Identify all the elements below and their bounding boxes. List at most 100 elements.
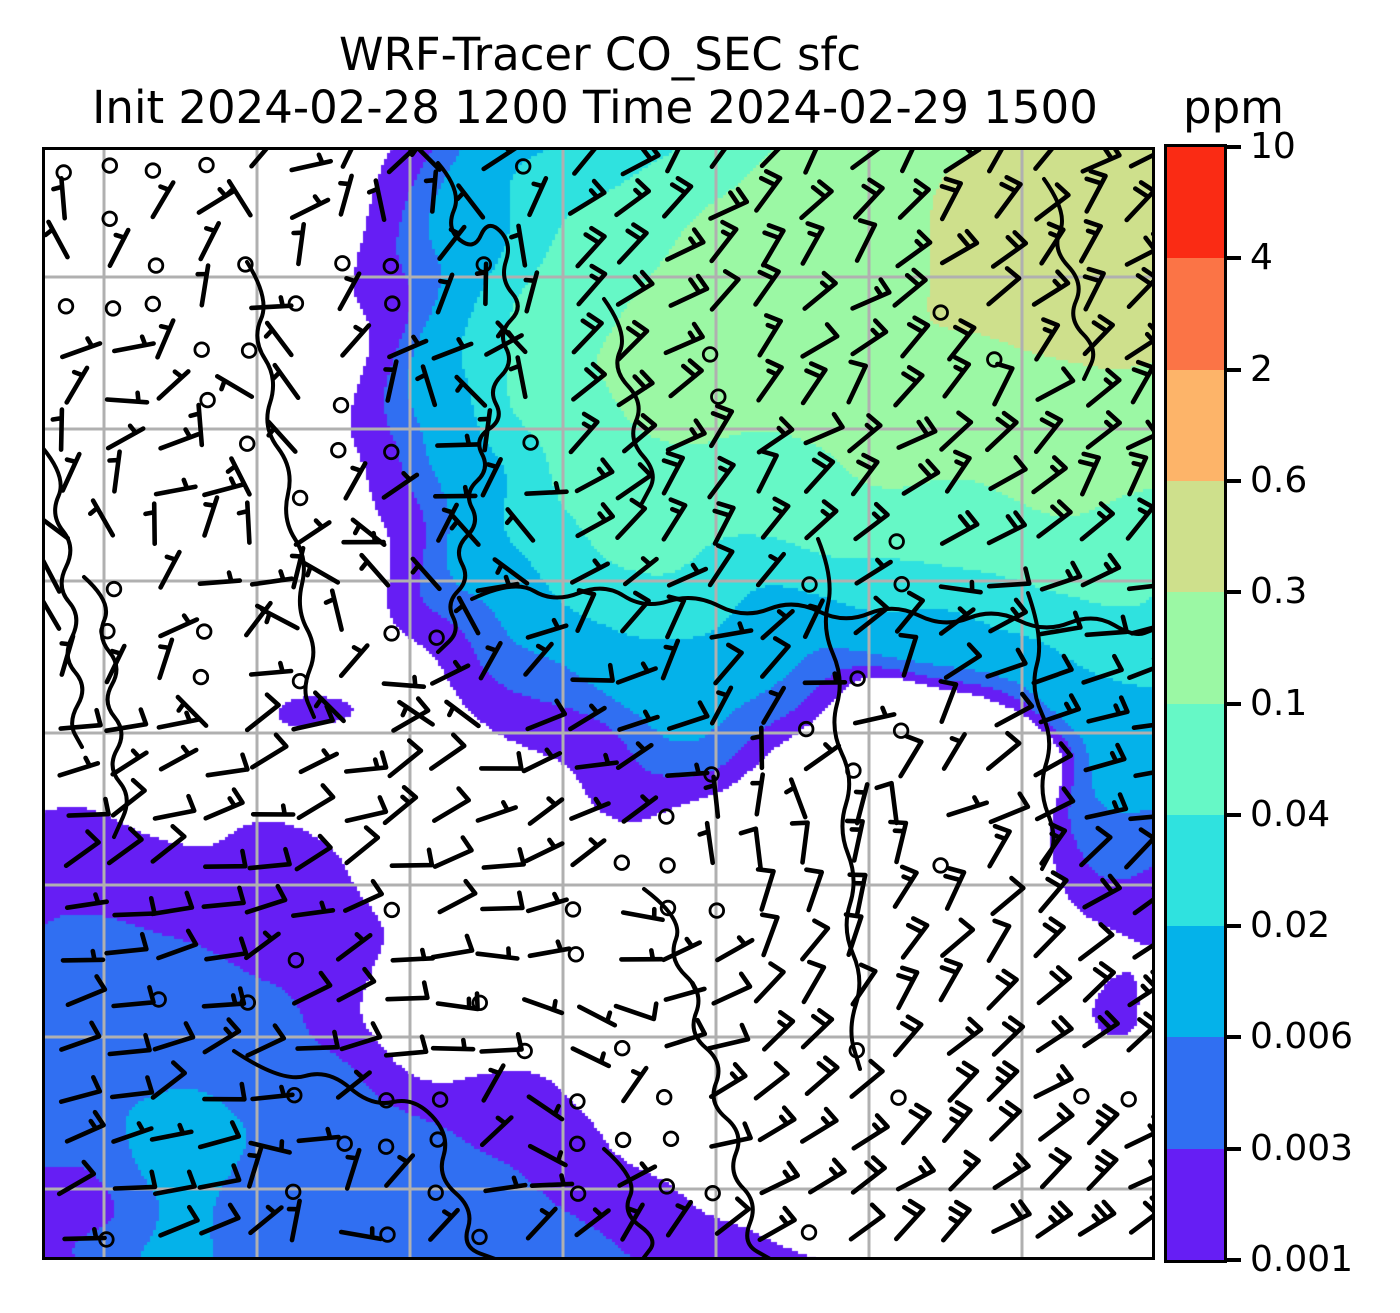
wind-barb (753, 262, 781, 307)
wind-barb (898, 734, 924, 779)
colorbar-tick-mark (1224, 812, 1241, 817)
wind-barb (43, 219, 70, 260)
wind-barb (800, 322, 840, 359)
wind-barb (224, 179, 253, 218)
wind-barb (344, 795, 389, 823)
wind-barb (1033, 410, 1064, 454)
wind-barb (157, 637, 175, 681)
wind-barb (1038, 1102, 1075, 1142)
calm-wind-circle (239, 994, 257, 1011)
calm-wind-circle (291, 489, 309, 507)
wind-barb (1033, 916, 1066, 959)
wind-barb (244, 883, 288, 915)
wind-barb (296, 783, 336, 821)
coastline (816, 537, 862, 1071)
wind-barb (1079, 219, 1103, 264)
wind-barb (107, 449, 122, 494)
wind-barb (266, 419, 298, 454)
wind-barb (570, 662, 615, 683)
wind-barb (199, 1202, 241, 1236)
wind-barb (56, 1159, 97, 1197)
wind-barb (383, 1034, 429, 1058)
calm-wind-circle (888, 533, 905, 550)
calm-wind-circle (287, 952, 305, 969)
wind-barb (1083, 742, 1127, 773)
wind-barb (847, 872, 868, 917)
calm-wind-circle (848, 1042, 866, 1059)
wind-barb (894, 1198, 926, 1242)
calm-wind-circle (377, 1138, 395, 1155)
wind-barb (201, 885, 246, 909)
wind-barb (850, 962, 878, 1007)
wind-barb (986, 510, 1027, 546)
wind-barb (295, 1029, 340, 1051)
wind-barb (1130, 359, 1155, 405)
wind-barb (941, 732, 967, 771)
wind-barb (663, 321, 705, 356)
calm-wind-circle (1120, 1091, 1137, 1108)
colorbar-tick-label: 0.04 (1250, 793, 1331, 835)
wind-barb (158, 549, 182, 590)
wind-barb (939, 509, 980, 546)
wind-barb (1127, 969, 1155, 1008)
wind-barb (248, 1139, 292, 1155)
calm-wind-circle (516, 1042, 533, 1060)
wind-barb (940, 917, 976, 958)
wind-barb (1086, 367, 1122, 408)
wind-barb (874, 780, 899, 826)
wind-barb (293, 518, 332, 547)
wind-barb (479, 1115, 514, 1148)
calm-wind-circle (515, 158, 532, 175)
wind-barb (665, 762, 710, 778)
colorbar-segment (1167, 369, 1224, 482)
calm-wind-circle (98, 1231, 115, 1248)
wind-barb (382, 785, 419, 826)
wind-barb (784, 777, 808, 820)
calm-wind-circle (614, 1131, 632, 1149)
wind-barb (202, 1017, 242, 1055)
wind-barb (477, 408, 493, 453)
wind-barb (344, 1147, 362, 1191)
wind-barb (1081, 653, 1124, 685)
wind-barb (576, 263, 608, 307)
wind-barb (938, 679, 959, 724)
calm-wind-circle (144, 162, 162, 179)
wind-barb (759, 147, 784, 169)
calm-wind-circle (150, 991, 167, 1008)
wind-barb (391, 696, 431, 733)
wind-barb (756, 448, 779, 494)
wind-barb (665, 594, 687, 640)
wind-barb (759, 1160, 800, 1196)
wind-barb (58, 1075, 103, 1104)
wind-barb (298, 748, 339, 775)
wind-barb (59, 1020, 102, 1052)
wind-barb (760, 223, 786, 268)
wind-barb (757, 1205, 797, 1242)
wind-barb (339, 1021, 383, 1052)
wind-barb (848, 1202, 886, 1242)
colorbar (1164, 144, 1227, 1263)
wind-barb (250, 732, 289, 770)
wind-barb (104, 643, 127, 685)
wind-barb (708, 1062, 748, 1099)
wind-barb (803, 147, 820, 175)
wind-barb (259, 607, 300, 631)
wind-barb (801, 959, 827, 1005)
wind-barb (313, 690, 346, 724)
calm-wind-circle (429, 1131, 446, 1148)
wind-barb (901, 1102, 932, 1146)
calm-wind-circle (286, 1087, 303, 1104)
wind-barb (286, 1198, 302, 1243)
wind-barb (800, 221, 825, 266)
calm-wind-circle (284, 1183, 302, 1201)
wind-barb (289, 194, 331, 220)
wind-barb (1039, 821, 1068, 866)
wind-barb (158, 744, 199, 772)
calm-wind-circle (55, 164, 72, 181)
wind-barb (340, 147, 355, 169)
coastline (602, 1147, 655, 1260)
wind-barb (111, 985, 156, 1009)
wind-barb (1126, 266, 1155, 309)
wind-barb (526, 1094, 565, 1122)
colorbar-tick-label: 10 (1250, 126, 1296, 167)
